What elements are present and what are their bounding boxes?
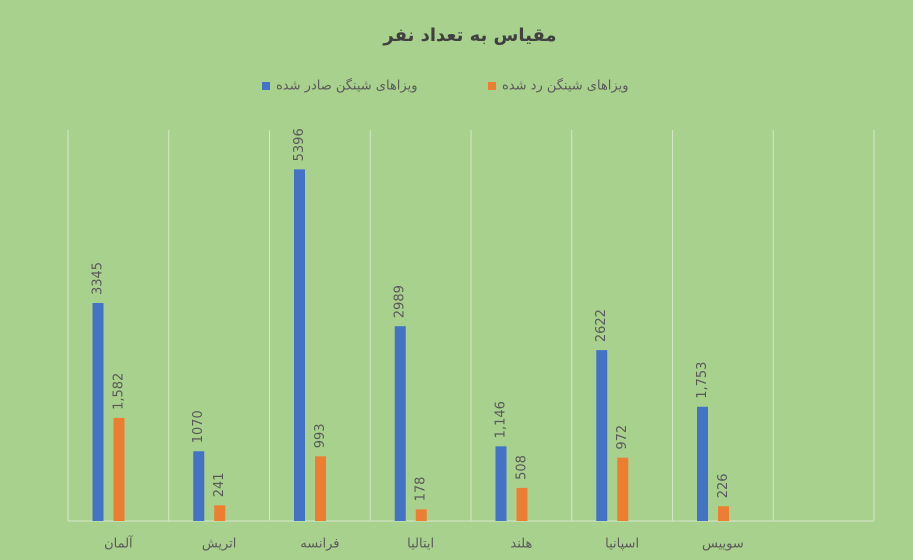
data-label: 226 — [716, 473, 731, 498]
bar — [415, 509, 427, 521]
x-tick-label: اتریش — [202, 537, 237, 552]
x-tick-label: ایتالیا — [407, 537, 434, 552]
data-label: 508 — [515, 455, 530, 480]
bar — [193, 451, 205, 521]
x-tick-label: فرانسه — [300, 537, 339, 552]
data-label: 1,753 — [695, 362, 710, 399]
bar — [92, 303, 104, 521]
bar — [113, 417, 125, 521]
data-label: 972 — [615, 425, 630, 450]
bar — [718, 506, 729, 521]
data-label: 993 — [313, 423, 328, 448]
legend-marker — [262, 82, 270, 90]
bar — [315, 456, 326, 521]
data-label: 2622 — [594, 309, 609, 342]
bar — [294, 169, 305, 522]
data-label: 1,582 — [112, 373, 127, 410]
bar — [516, 487, 528, 521]
x-tick-label: آلمان — [104, 535, 134, 552]
data-label: 5396 — [292, 128, 307, 161]
data-label: 1,146 — [494, 401, 509, 438]
bar — [214, 505, 226, 521]
data-label: 2989 — [393, 285, 408, 318]
bar — [697, 406, 708, 521]
bar — [495, 446, 507, 521]
data-label: 241 — [212, 472, 227, 497]
legend-label: ویزاهای شینگن صادر شده — [276, 78, 417, 94]
bar — [596, 350, 608, 521]
bar — [617, 457, 629, 521]
chart-title: مقیاس به تعداد نفر — [382, 25, 556, 46]
x-tick-label: هلند — [510, 537, 532, 552]
data-label: 1070 — [191, 410, 206, 443]
legend-label: ویزاهای شینگن رد شده — [502, 78, 628, 94]
x-tick-label: اسپانیا — [605, 537, 639, 552]
data-label: 178 — [414, 477, 429, 502]
legend-marker — [488, 82, 496, 90]
bar — [394, 326, 406, 521]
data-label: 3345 — [91, 262, 106, 295]
x-tick-label: سوییس — [702, 537, 744, 552]
